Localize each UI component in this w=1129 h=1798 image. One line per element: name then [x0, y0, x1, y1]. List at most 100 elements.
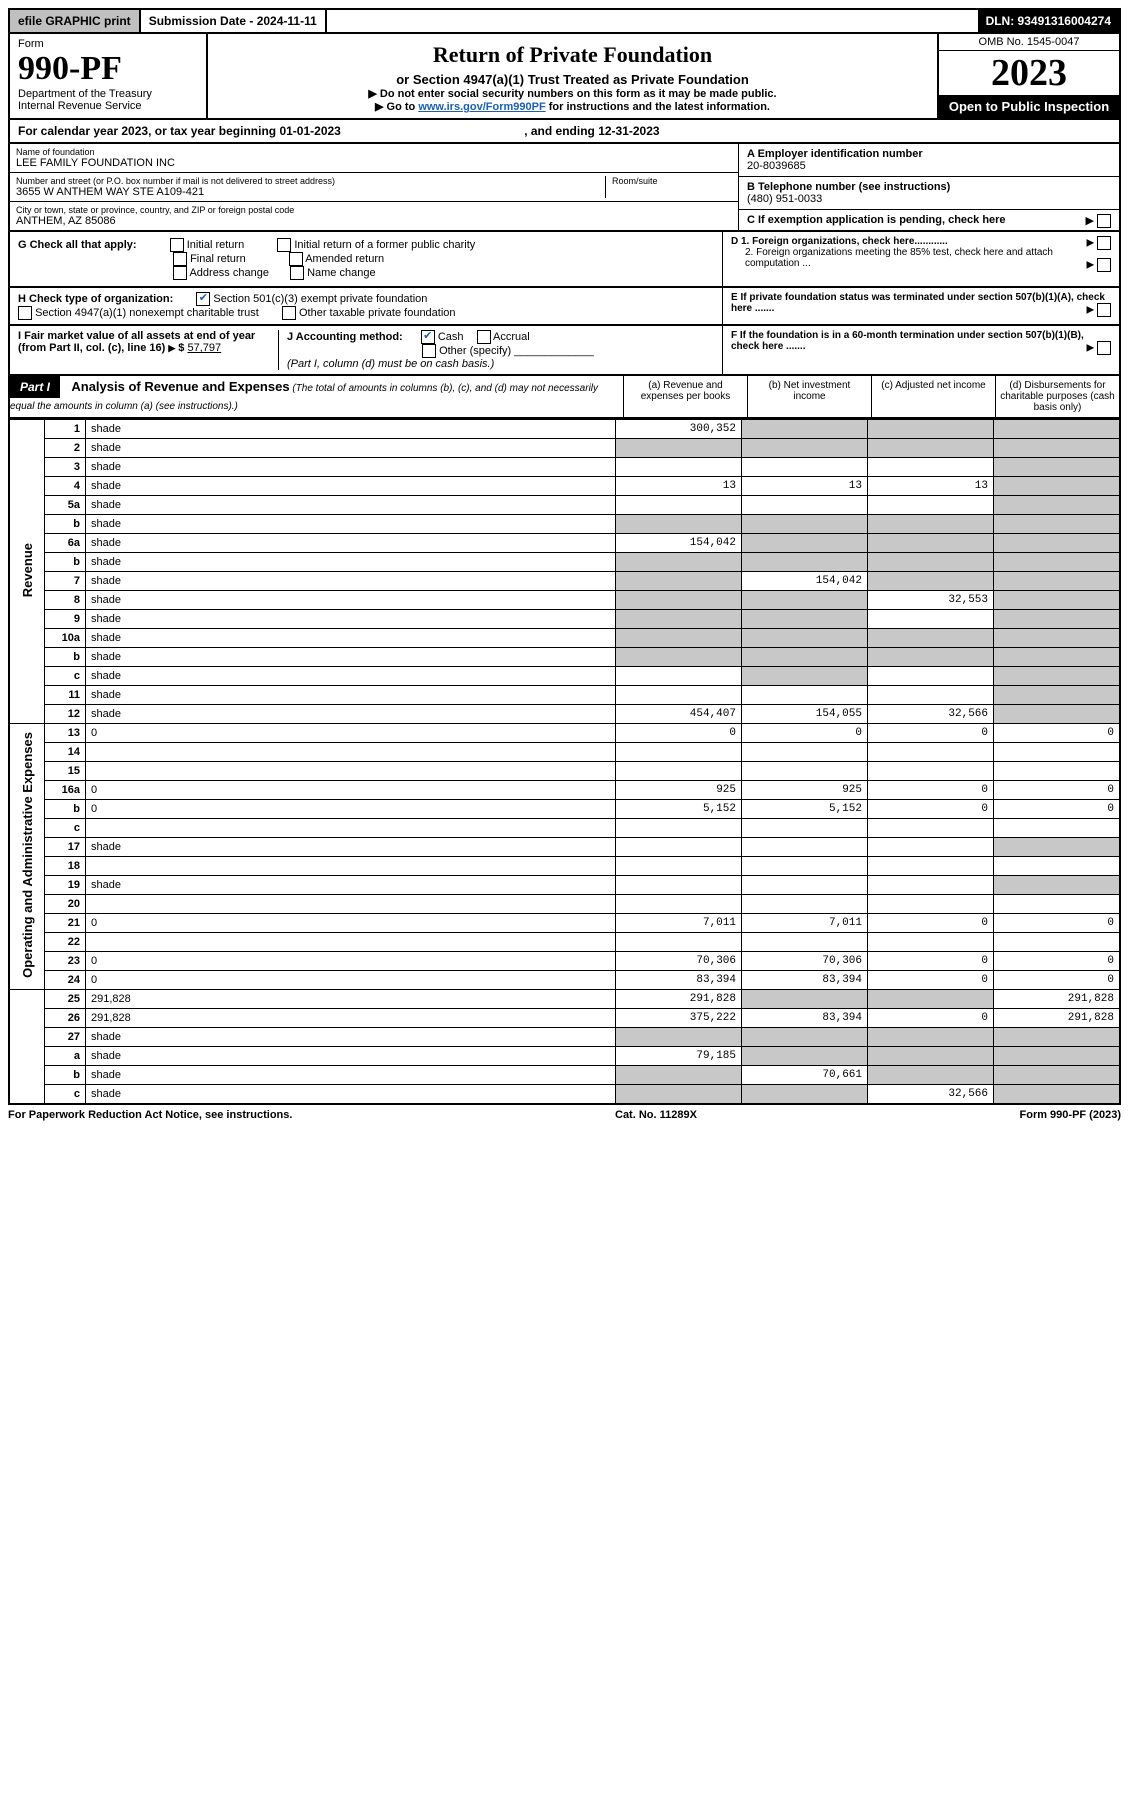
form-title: Return of Private Foundation — [216, 42, 929, 68]
table-cell — [742, 515, 868, 534]
j-cash-checkbox[interactable] — [421, 330, 435, 344]
line-number: 7 — [45, 572, 86, 591]
pending-checkbox[interactable] — [1097, 214, 1111, 228]
line-description: shade — [86, 667, 616, 686]
city-label: City or town, state or province, country… — [16, 205, 732, 215]
table-cell: 0 — [994, 800, 1121, 819]
f-checkbox[interactable] — [1097, 341, 1111, 355]
table-cell — [616, 591, 742, 610]
table-cell — [994, 610, 1121, 629]
table-cell: 70,661 — [742, 1066, 868, 1085]
line-description: shade — [86, 572, 616, 591]
table-cell — [868, 534, 994, 553]
d1-checkbox[interactable] — [1097, 236, 1111, 250]
submission-date: Submission Date - 2024-11-11 — [141, 10, 327, 32]
line-number: 11 — [45, 686, 86, 705]
table-row: 2shade — [9, 439, 1120, 458]
table-cell — [616, 553, 742, 572]
line-number: 10a — [45, 629, 86, 648]
table-cell — [742, 439, 868, 458]
table-cell — [868, 439, 994, 458]
line-number: 16a — [45, 781, 86, 800]
line-description: 291,828 — [86, 990, 616, 1009]
table-cell — [616, 876, 742, 895]
table-row: bshade — [9, 553, 1120, 572]
j-accrual-checkbox[interactable] — [477, 330, 491, 344]
form-number: 990-PF — [18, 50, 198, 88]
table-cell — [868, 1066, 994, 1085]
h-other-checkbox[interactable] — [282, 306, 296, 320]
line-description: shade — [86, 1047, 616, 1066]
table-row: 10ashade — [9, 629, 1120, 648]
table-row: ashade79,185 — [9, 1047, 1120, 1066]
table-cell — [742, 591, 868, 610]
table-cell — [868, 515, 994, 534]
table-cell — [994, 686, 1121, 705]
page-footer: For Paperwork Reduction Act Notice, see … — [8, 1105, 1121, 1121]
line-number: 13 — [45, 724, 86, 743]
table-row: 5ashade — [9, 496, 1120, 515]
col-d-head: (d) Disbursements for charitable purpose… — [995, 376, 1119, 417]
irs-link[interactable]: www.irs.gov/Form990PF — [418, 101, 545, 113]
table-cell — [868, 990, 994, 1009]
h-4947-checkbox[interactable] — [18, 306, 32, 320]
table-cell: 0 — [994, 971, 1121, 990]
line-description: 0 — [86, 800, 616, 819]
table-cell — [742, 458, 868, 477]
table-cell — [616, 515, 742, 534]
table-cell — [868, 629, 994, 648]
table-cell — [616, 648, 742, 667]
line-description: 0 — [86, 724, 616, 743]
table-cell — [616, 667, 742, 686]
efile-label: efile GRAPHIC print — [10, 10, 141, 32]
table-cell: 154,042 — [616, 534, 742, 553]
table-cell — [868, 572, 994, 591]
table-cell — [868, 458, 994, 477]
table-cell: 454,407 — [616, 705, 742, 724]
line-number: 4 — [45, 477, 86, 496]
table-cell — [742, 743, 868, 762]
g-initial-checkbox[interactable] — [170, 238, 184, 252]
h-501c3-checkbox[interactable] — [196, 292, 210, 306]
table-cell — [742, 895, 868, 914]
table-cell — [868, 667, 994, 686]
line-number: 18 — [45, 857, 86, 876]
table-row: c — [9, 819, 1120, 838]
line-description — [86, 933, 616, 952]
line-description: shade — [86, 591, 616, 610]
line-description: shade — [86, 534, 616, 553]
table-cell: 291,828 — [994, 990, 1121, 1009]
line-description — [86, 819, 616, 838]
j-other-checkbox[interactable] — [422, 344, 436, 358]
table-row: 24083,39483,39400 — [9, 971, 1120, 990]
table-cell — [994, 477, 1121, 496]
table-cell — [616, 1028, 742, 1047]
g-initial-former-checkbox[interactable] — [277, 238, 291, 252]
table-cell — [994, 857, 1121, 876]
line-description: shade — [86, 610, 616, 629]
line-description: shade — [86, 553, 616, 572]
e-checkbox[interactable] — [1097, 303, 1111, 317]
line-description — [86, 895, 616, 914]
d2-checkbox[interactable] — [1097, 258, 1111, 272]
g-address-checkbox[interactable] — [173, 266, 187, 280]
d1-label: D 1. Foreign organizations, check here..… — [731, 236, 948, 247]
f-label: F If the foundation is in a 60-month ter… — [731, 330, 1084, 352]
table-cell: 79,185 — [616, 1047, 742, 1066]
table-cell: 83,394 — [616, 971, 742, 990]
line-number: 14 — [45, 743, 86, 762]
g-name-checkbox[interactable] — [290, 266, 304, 280]
g-amended-checkbox[interactable] — [289, 252, 303, 266]
table-cell: 0 — [742, 724, 868, 743]
h-e-row: H Check type of organization: Section 50… — [8, 288, 1121, 326]
g-final-checkbox[interactable] — [173, 252, 187, 266]
line-description: shade — [86, 876, 616, 895]
table-cell — [616, 838, 742, 857]
table-cell — [994, 458, 1121, 477]
table-cell — [868, 762, 994, 781]
table-cell — [994, 439, 1121, 458]
line-number: 9 — [45, 610, 86, 629]
table-cell — [742, 610, 868, 629]
name-label: Name of foundation — [16, 147, 732, 157]
table-cell — [868, 1047, 994, 1066]
